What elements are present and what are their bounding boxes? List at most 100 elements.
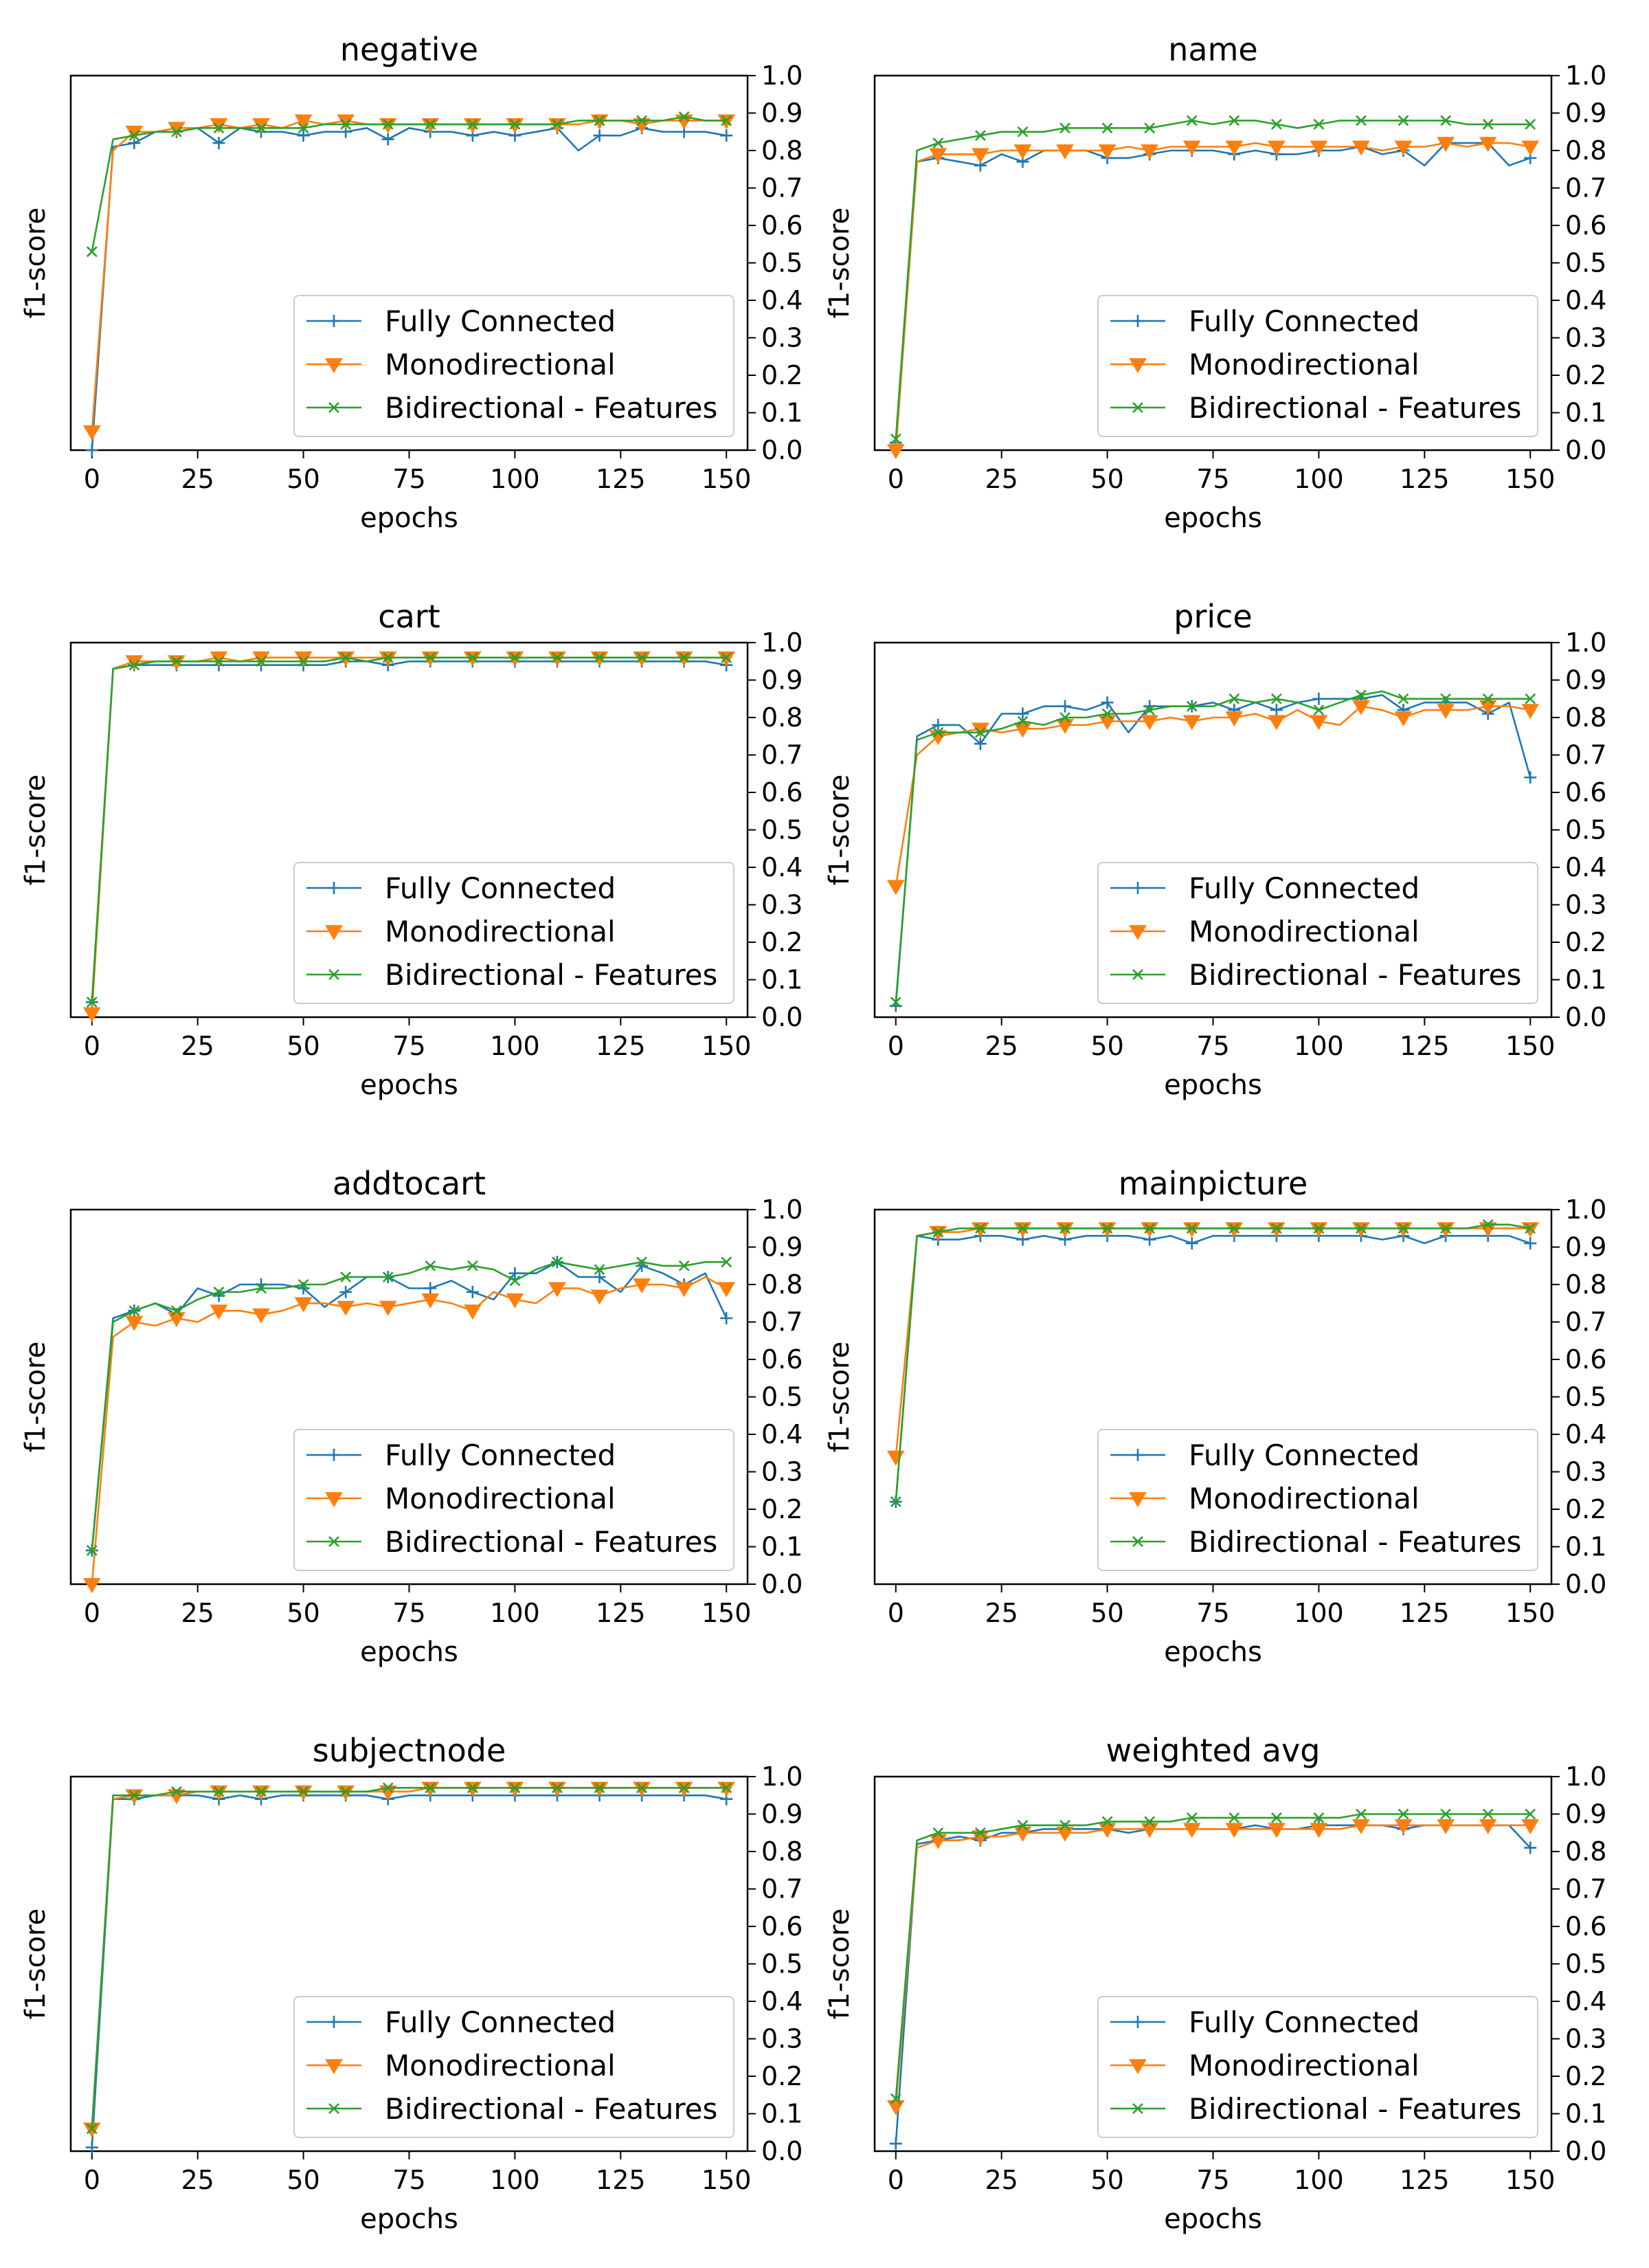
data-point bbox=[721, 115, 732, 126]
x-tick-label: 0 bbox=[84, 464, 100, 494]
data-point bbox=[932, 137, 944, 149]
data-point bbox=[886, 444, 905, 459]
y-tick-label: 0.1 bbox=[761, 965, 803, 995]
x-tick-label: 50 bbox=[1090, 2165, 1123, 2195]
data-point bbox=[1521, 140, 1540, 156]
data-point bbox=[594, 1264, 605, 1276]
legend-box bbox=[293, 1996, 734, 2138]
data-point bbox=[1098, 144, 1117, 159]
data-point bbox=[425, 1260, 436, 1271]
data-point bbox=[294, 651, 313, 667]
legend-label: Monodirectional bbox=[385, 348, 616, 381]
data-point bbox=[424, 1282, 437, 1295]
data-point bbox=[340, 1271, 352, 1283]
y-tick-label: 0.1 bbox=[761, 2099, 803, 2129]
x-tick-label: 25 bbox=[985, 464, 1018, 494]
y-tick-label: 0.5 bbox=[1565, 1949, 1606, 1979]
series-line bbox=[91, 1261, 728, 1551]
data-point bbox=[298, 122, 309, 134]
data-point bbox=[1440, 1808, 1452, 1820]
x-axis-label: epochs bbox=[1164, 2203, 1262, 2235]
data-point bbox=[1225, 711, 1244, 726]
legend: Fully Connected Monodirectional Bidirectio… bbox=[293, 1429, 734, 1571]
series-line bbox=[91, 660, 727, 1003]
data-point bbox=[170, 1786, 182, 1797]
y-tick-label: 0.3 bbox=[1565, 323, 1606, 353]
legend-marker bbox=[1132, 1449, 1144, 1461]
x-tick-label: 50 bbox=[287, 2165, 319, 2195]
x-tick-label: 100 bbox=[1294, 1031, 1344, 1061]
series-line bbox=[895, 1234, 1531, 1502]
data-point bbox=[125, 125, 144, 141]
data-point bbox=[721, 1256, 732, 1268]
data-point bbox=[593, 1271, 606, 1284]
legend-label: Fully Connected bbox=[385, 2005, 616, 2039]
data-point bbox=[636, 652, 648, 663]
data-point bbox=[294, 114, 313, 130]
data-point bbox=[1525, 1808, 1536, 1820]
data-point bbox=[1525, 693, 1536, 704]
data-point bbox=[889, 2137, 902, 2150]
data-point bbox=[932, 1827, 944, 1838]
data-point bbox=[1185, 1237, 1198, 1250]
y-tick-label: 0.8 bbox=[761, 1269, 803, 1300]
x-tick-label: 75 bbox=[392, 2165, 425, 2195]
data-point bbox=[128, 1790, 140, 1801]
y-axis-label: f1-score bbox=[20, 208, 52, 318]
series-line bbox=[91, 1276, 727, 1585]
y-tick-label: 0.4 bbox=[761, 1986, 803, 2016]
data-point bbox=[506, 1293, 524, 1309]
data-point bbox=[467, 652, 478, 663]
data-point bbox=[974, 726, 986, 738]
legend-label: Monodirectional bbox=[1189, 2049, 1420, 2082]
data-point bbox=[675, 1282, 693, 1298]
chart-title: weighted avg bbox=[1106, 1732, 1321, 1769]
legend: Fully Connected Monodirectional Bidirectio… bbox=[1097, 295, 1538, 437]
data-point bbox=[886, 880, 905, 896]
x-tick-label: 50 bbox=[1090, 1031, 1123, 1061]
data-point bbox=[82, 425, 101, 441]
data-point bbox=[128, 130, 140, 142]
data-point bbox=[1313, 704, 1325, 716]
series-line bbox=[91, 1261, 727, 1551]
legend-label: Fully Connected bbox=[385, 304, 616, 338]
data-point bbox=[1229, 1223, 1240, 1234]
data-point bbox=[552, 118, 563, 130]
data-point bbox=[1437, 137, 1455, 153]
y-tick-label: 1.0 bbox=[761, 627, 803, 658]
y-tick-label: 0.3 bbox=[761, 2024, 803, 2054]
data-point bbox=[256, 656, 267, 667]
x-tick-label: 50 bbox=[1090, 464, 1123, 494]
x-tick-label: 75 bbox=[1196, 1598, 1229, 1628]
x-tick-label: 75 bbox=[1196, 1031, 1229, 1061]
legend-marker bbox=[328, 315, 340, 327]
series-line bbox=[895, 1223, 1531, 1502]
data-point bbox=[1059, 122, 1070, 134]
data-point bbox=[886, 1450, 905, 1466]
x-tick-label: 25 bbox=[181, 2165, 214, 2195]
legend-marker bbox=[328, 2103, 339, 2114]
data-point bbox=[932, 726, 944, 738]
data-point bbox=[1182, 1823, 1201, 1838]
series-line bbox=[91, 1787, 727, 2129]
data-point bbox=[168, 122, 186, 137]
data-point bbox=[340, 118, 352, 130]
legend-label: Monodirectional bbox=[385, 915, 616, 948]
data-point bbox=[294, 1297, 313, 1313]
data-point bbox=[1437, 704, 1455, 720]
y-tick-label: 0.7 bbox=[1565, 740, 1606, 770]
data-point bbox=[1229, 115, 1240, 126]
data-point bbox=[170, 1305, 182, 1317]
data-point bbox=[382, 652, 394, 663]
y-tick-label: 0.5 bbox=[761, 815, 803, 845]
legend-marker bbox=[1129, 925, 1147, 940]
legend-label: Bidirectional - Features bbox=[385, 2092, 717, 2126]
x-axis-label: epochs bbox=[360, 2203, 458, 2235]
data-point bbox=[1352, 700, 1370, 715]
y-tick-label: 0.8 bbox=[1565, 1269, 1606, 1300]
data-point bbox=[1101, 1223, 1113, 1234]
data-point bbox=[382, 118, 394, 130]
legend-label: Bidirectional - Features bbox=[1189, 391, 1521, 425]
y-tick-label: 0.4 bbox=[1565, 285, 1606, 315]
data-point bbox=[932, 1226, 944, 1238]
